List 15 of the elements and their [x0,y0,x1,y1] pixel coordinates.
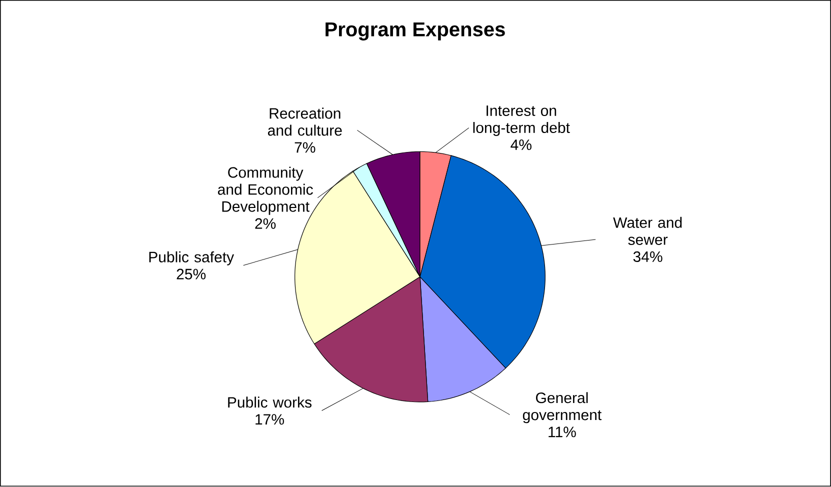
data-label: 17% [256,414,284,425]
slice-label: Public safety [149,252,234,266]
slice-label: Community and Economic Development [218,167,313,216]
slice-label: Recreation and culture [268,108,342,136]
data-label: 11% [548,426,576,438]
slice-label: Water and sewer [613,217,682,246]
data-label: 25% [176,269,206,280]
data-label: 7% [294,142,316,153]
slice-label: General government [522,392,602,424]
slice-label: Interest on long-term debt [473,106,570,136]
data-label: 34% [633,252,662,262]
slice-label: Public works [228,396,312,408]
chart-title: Program Expenses [326,22,505,41]
data-label: 4% [510,140,532,150]
data-label: 2% [255,218,276,230]
